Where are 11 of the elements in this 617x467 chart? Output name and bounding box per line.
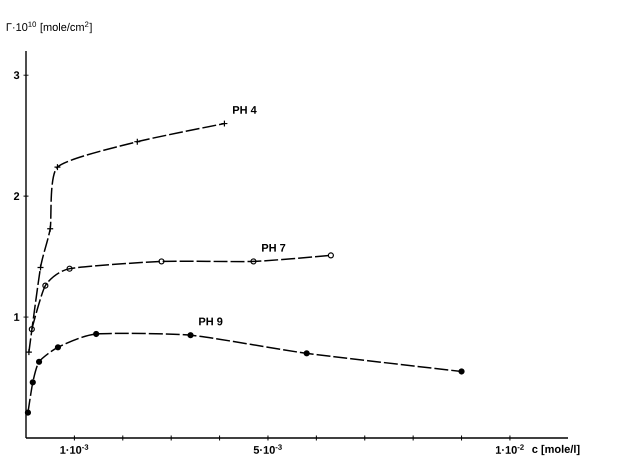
y-tick-label: 1	[14, 313, 20, 321]
x-tick-label: 1·10$^{-2}$	[496, 444, 524, 454]
x-axis-title: c [mole/l]	[532, 444, 580, 456]
series-label: PH 4	[233, 106, 257, 114]
x-tick-label: 5·10$^{-3}$	[254, 444, 282, 454]
y-tick-label: 2	[14, 192, 20, 200]
series-label: PH 9	[199, 318, 222, 326]
y-axis-title: Γ·10$^{10}$ [mole/cm$^{2}$]	[6, 22, 92, 34]
y-tick-label: 3	[14, 71, 20, 80]
series-label: PH 7	[262, 244, 286, 252]
x-tick-label: 1·10$^{-3}$	[60, 444, 88, 454]
